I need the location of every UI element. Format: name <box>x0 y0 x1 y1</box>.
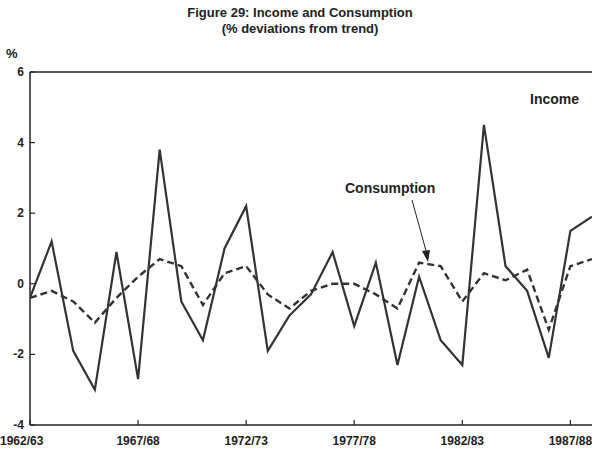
x-tick <box>462 420 463 425</box>
x-tick-label: 1977/78 <box>333 434 377 448</box>
line-solid <box>30 125 592 390</box>
subtitle: (% deviations from trend) <box>222 21 379 36</box>
y-tick-label: 6 <box>17 65 24 79</box>
x-tick-label: 1972/73 <box>224 434 268 448</box>
x-tick <box>137 420 138 425</box>
frame-top <box>30 71 592 73</box>
annotation: Income <box>530 91 579 107</box>
x-tick <box>354 420 355 425</box>
y-axis-label: % <box>6 46 18 61</box>
y-tick <box>30 71 35 72</box>
title: Figure 29: Income and Consumption <box>187 5 412 20</box>
x-tick-label: 1987/88 <box>549 434 593 448</box>
y-tick-label: -2 <box>13 347 24 361</box>
y-tick <box>30 354 35 355</box>
x-tick-label: 1962/63 <box>0 434 44 448</box>
y-tick <box>30 213 35 214</box>
y-axis-line <box>29 72 31 425</box>
x-tick-label: 1982/83 <box>441 434 485 448</box>
plot-area <box>30 125 592 390</box>
x-tick <box>246 420 247 425</box>
annotation: Consumption <box>345 180 435 196</box>
line-dashed <box>30 259 592 330</box>
x-tick <box>29 420 30 425</box>
y-tick <box>30 424 35 425</box>
annotation-arrow <box>412 200 428 258</box>
y-tick-label: 4 <box>17 136 24 150</box>
annotation-arrowhead <box>422 250 430 262</box>
y-tick-label: -4 <box>13 418 24 432</box>
x-axis-line <box>30 424 592 426</box>
y-tick <box>30 142 35 143</box>
x-tick <box>570 420 571 425</box>
chart-container: Figure 29: Income and Consumption(% devi… <box>0 0 600 459</box>
y-tick-label: 2 <box>17 206 24 220</box>
y-tick-label: 0 <box>17 277 24 291</box>
x-tick-label: 1967/68 <box>116 434 160 448</box>
chart-svg: Figure 29: Income and Consumption(% devi… <box>0 0 600 459</box>
